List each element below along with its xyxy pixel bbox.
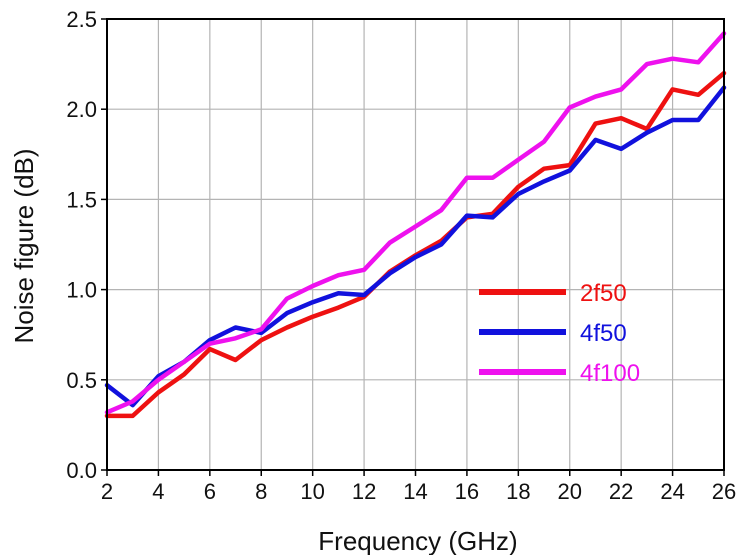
x-tick-label: 22 bbox=[609, 479, 633, 504]
legend: 2f50 4f50 4f100 bbox=[479, 280, 640, 387]
legend-label-2f50: 2f50 bbox=[580, 280, 627, 307]
legend-label-4f100: 4f100 bbox=[580, 360, 640, 387]
series-line-4f100 bbox=[104, 31, 727, 415]
x-axis-title: Frequency (GHz) bbox=[318, 526, 517, 555]
y-tick-label: 1.0 bbox=[66, 278, 97, 303]
x-tick-label: 20 bbox=[558, 479, 582, 504]
x-tick-label: 10 bbox=[300, 479, 324, 504]
x-tick-label: 26 bbox=[712, 479, 736, 504]
x-axis-ticks: 2 4 6 8 10 12 14 16 18 20 22 24 26 bbox=[101, 470, 736, 504]
x-tick-label: 4 bbox=[152, 479, 164, 504]
y-tick-label: 2.5 bbox=[66, 7, 97, 32]
x-tick-label: 24 bbox=[660, 479, 684, 504]
x-tick-label: 16 bbox=[455, 479, 479, 504]
legend-label-4f50: 4f50 bbox=[580, 320, 627, 347]
y-tick-label: 0.0 bbox=[66, 458, 97, 483]
x-tick-label: 2 bbox=[101, 479, 113, 504]
series-lines bbox=[104, 31, 727, 419]
x-tick-label: 12 bbox=[352, 479, 376, 504]
x-tick-label: 14 bbox=[403, 479, 427, 504]
x-tick-label: 8 bbox=[255, 479, 267, 504]
y-tick-label: 1.5 bbox=[66, 187, 97, 212]
y-tick-label: 0.5 bbox=[66, 368, 97, 393]
series-line-4f50 bbox=[104, 85, 727, 408]
x-tick-label: 6 bbox=[204, 479, 216, 504]
y-axis-ticks: 0.0 0.5 1.0 1.5 2.0 2.5 bbox=[66, 7, 107, 483]
x-tick-label: 18 bbox=[506, 479, 530, 504]
y-axis-title: Noise figure (dB) bbox=[9, 148, 39, 343]
y-tick-label: 2.0 bbox=[66, 97, 97, 122]
gridlines bbox=[107, 19, 724, 470]
